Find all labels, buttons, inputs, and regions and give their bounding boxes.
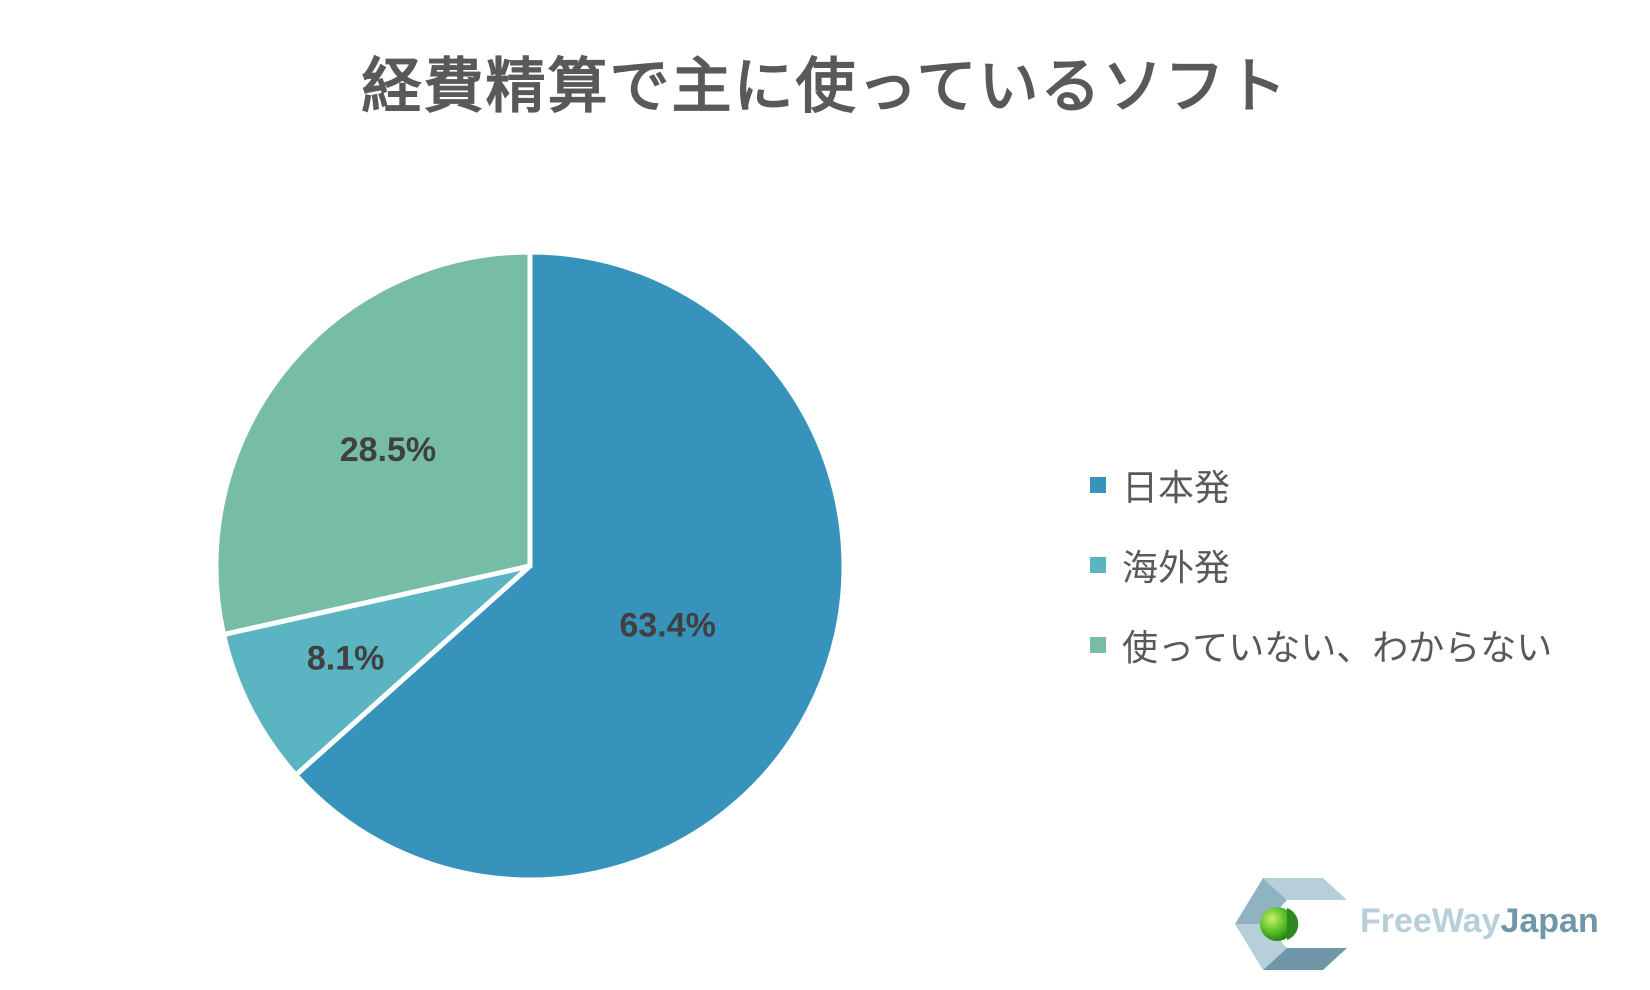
legend-swatch-overseas (1090, 557, 1106, 573)
logo-text-freeway: FreeWay (1360, 902, 1501, 940)
legend-swatch-japan (1090, 477, 1106, 493)
data-label-none: 28.5% (340, 431, 436, 469)
legend-item-japan: 日本発 (1090, 465, 1552, 509)
logo-text: FreeWayJapan (1360, 902, 1599, 941)
legend-item-overseas: 海外発 (1090, 545, 1552, 589)
logo-text-japan: Japan (1500, 902, 1599, 940)
data-label-overseas: 8.1% (307, 640, 385, 678)
legend-label-japan: 日本発 (1122, 468, 1231, 509)
pie-slice-japan (293, 249, 847, 883)
freewayjapan-logo: FreeWayJapan (1235, 878, 1615, 970)
legend-swatch-none (1090, 637, 1106, 653)
legend-label-none: 使っていない、わからない (1122, 628, 1553, 669)
logo-mark-icon (1235, 878, 1347, 970)
pie-slice-none (213, 249, 533, 637)
data-label-japan: 63.4% (619, 607, 715, 645)
chart-title: 経費精算で主に使っているソフト (361, 52, 1289, 122)
legend: 日本発 海外発 使っていない、わからない (1090, 465, 1552, 705)
legend-item-none: 使っていない、わからない (1090, 625, 1552, 669)
legend-label-overseas: 海外発 (1122, 548, 1231, 589)
